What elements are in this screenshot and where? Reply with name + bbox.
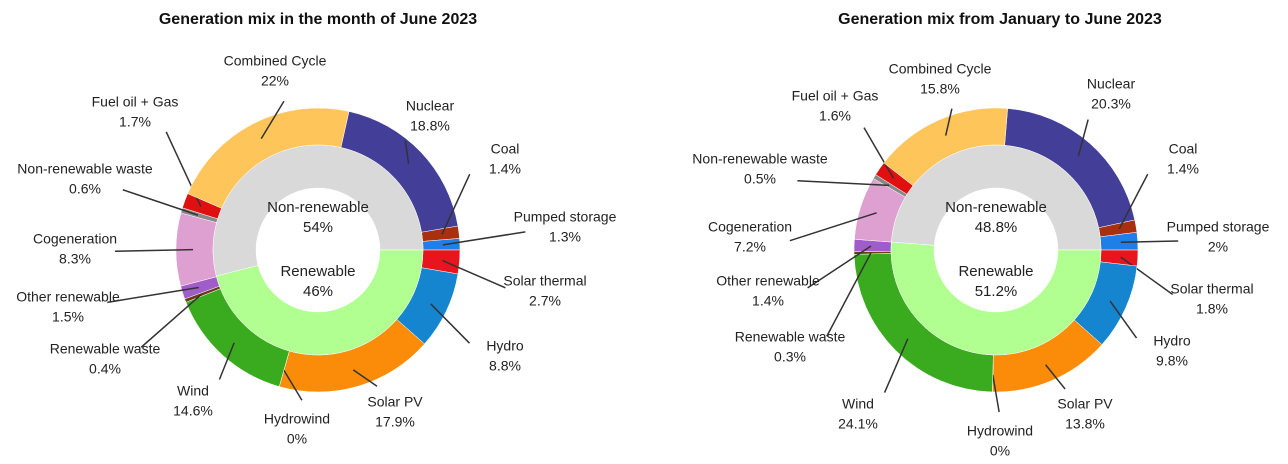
inner-value: 48.8% (975, 219, 1018, 236)
value-label: 13.8% (1065, 416, 1105, 432)
value-label: 17.9% (375, 414, 415, 430)
category-label: Coal (1169, 141, 1198, 157)
leader-line (352, 369, 378, 387)
leader-line (826, 252, 872, 337)
category-label: Coal (491, 141, 520, 157)
leader-line (140, 293, 202, 348)
category-label: Hydrowind (264, 411, 330, 427)
inner-slice (212, 144, 424, 277)
value-label: 8.8% (489, 358, 521, 374)
leader-line (797, 179, 890, 187)
category-label: Other renewable (16, 289, 120, 305)
category-label: Renewable waste (735, 329, 846, 345)
category-label: Hydrowind (967, 423, 1033, 439)
category-label: Combined Cycle (889, 61, 992, 77)
category-label: Renewable waste (50, 341, 161, 357)
category-label: Hydro (1153, 333, 1191, 349)
value-label: 1.4% (752, 293, 784, 309)
inner-label: Non-renewable (267, 199, 369, 216)
category-label: Combined Cycle (224, 53, 327, 69)
value-label: 22% (261, 73, 289, 89)
category-label: Wind (842, 396, 874, 412)
value-label: 2% (1208, 239, 1228, 255)
inner-value: 46% (303, 283, 333, 300)
leader-line (863, 127, 895, 179)
inner-label: Non-renewable (945, 199, 1047, 216)
value-label: 1.4% (1167, 161, 1199, 177)
value-label: 7.2% (734, 239, 766, 255)
leader-line (789, 212, 877, 242)
leader-line (107, 286, 199, 304)
category-label: Non-renewable waste (692, 151, 828, 167)
leader-line (114, 248, 194, 252)
leader-line (1077, 119, 1089, 157)
inner-value: 51.2% (975, 283, 1018, 300)
leader-line (122, 189, 199, 216)
chart-title: Generation mix from January to June 2023 (838, 11, 1162, 28)
value-label: 0% (990, 443, 1010, 459)
category-label: Fuel oil + Gas (92, 94, 179, 110)
leader-line (883, 338, 909, 393)
leader-line (260, 100, 285, 140)
category-label: Solar thermal (503, 273, 586, 289)
value-label: 8.3% (59, 251, 91, 267)
leader-line (404, 140, 410, 164)
leader-line (992, 374, 1000, 413)
value-label: 1.7% (119, 114, 151, 130)
leader-line (442, 231, 526, 246)
inner-label: Renewable (958, 263, 1033, 280)
inner-slice (215, 249, 424, 356)
chart-title: Generation mix in the month of June 2023 (159, 11, 477, 28)
leader-line (442, 259, 506, 289)
leader-line (218, 342, 235, 380)
category-label: Solar PV (1057, 396, 1113, 412)
category-label: Nuclear (406, 98, 455, 114)
value-label: 1.4% (489, 161, 521, 177)
value-label: 14.6% (173, 403, 213, 419)
inner-slice (891, 144, 1102, 251)
value-label: 1.3% (549, 229, 581, 245)
value-label: 1.6% (819, 108, 851, 124)
inner-slice (890, 241, 1102, 356)
value-label: 1.8% (1196, 301, 1228, 317)
value-label: 2.7% (529, 293, 561, 309)
leader-line (1045, 364, 1066, 390)
category-label: Hydro (486, 338, 524, 354)
category-label: Solar PV (367, 394, 423, 410)
category-label: Solar thermal (1170, 281, 1253, 297)
leader-line (944, 108, 953, 136)
leader-line (441, 173, 471, 235)
value-label: 0.4% (89, 361, 121, 377)
category-label: Cogeneration (33, 231, 117, 247)
value-label: 0.5% (744, 171, 776, 187)
inner-value: 54% (303, 219, 333, 236)
value-label: 24.1% (838, 416, 878, 432)
leader-line (1109, 300, 1138, 339)
value-label: 0.6% (69, 181, 101, 197)
value-label: 1.5% (52, 309, 84, 325)
value-label: 15.8% (920, 81, 960, 97)
leader-line (1118, 173, 1149, 230)
category-label: Pumped storage (1167, 219, 1270, 235)
value-label: 0% (287, 431, 307, 447)
value-label: 9.8% (1156, 353, 1188, 369)
leader-line (1120, 256, 1174, 296)
leader-line (430, 303, 471, 344)
leader-line (283, 369, 303, 401)
value-label: 20.3% (1091, 96, 1131, 112)
category-label: Non-renewable waste (17, 161, 153, 177)
leader-line (807, 245, 872, 289)
category-label: Pumped storage (514, 209, 617, 225)
category-label: Wind (177, 383, 209, 399)
category-label: Nuclear (1087, 76, 1136, 92)
category-label: Cogeneration (708, 219, 792, 235)
value-label: 18.8% (410, 118, 450, 134)
inner-label: Renewable (280, 263, 355, 280)
category-label: Other renewable (716, 273, 820, 289)
value-label: 0.3% (774, 349, 806, 365)
leader-line (1120, 240, 1179, 243)
category-label: Fuel oil + Gas (792, 88, 879, 104)
